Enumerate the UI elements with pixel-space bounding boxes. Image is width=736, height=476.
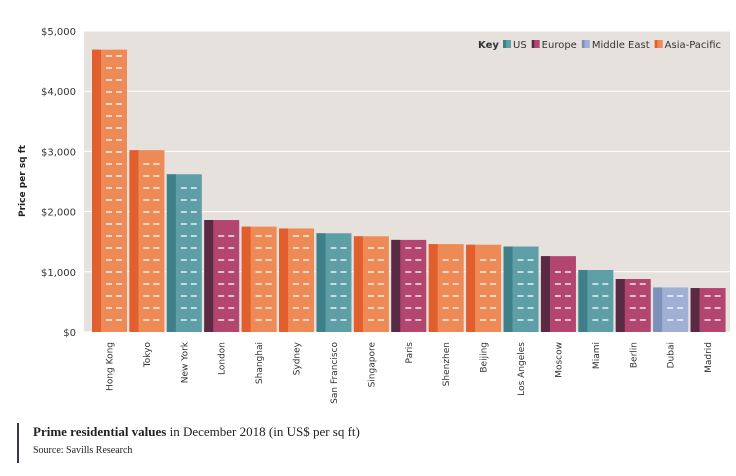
legend-item: US [503,40,527,51]
bar-edge [92,49,101,333]
bar-edge [578,269,588,332]
legend-item: Middle East [581,40,650,51]
bar-edge [279,228,289,332]
legend-label: Europe [542,40,577,51]
bar [466,244,502,332]
bar-edge [690,288,700,332]
bar [353,236,389,332]
bar [241,226,277,332]
bar-edge [204,220,214,332]
legend: Key US Europe Middle East Asia-Pacific [478,40,721,51]
bar-chart: $0 $1,000 $2,000 $3,000 $4,000 $5,000 Price p… [18,27,730,404]
y-tick-label: $1,000 [41,268,76,279]
category-label: Madrid [704,342,714,373]
category-label: San Francisco [330,342,340,404]
legend-swatch [584,40,590,48]
category-label: Dubai [667,342,677,368]
bar [503,246,539,332]
legend-item: Asia-Pacific [654,40,721,51]
bar-edge [391,239,401,332]
legend-swatch-edge [654,40,658,48]
category-label: Los Angeles [517,342,527,396]
category-label: Singapore [367,342,377,388]
legend-label: US [513,40,527,51]
figure-caption: Prime residential values in December 201… [17,423,360,463]
category-label: Berlin [629,342,639,368]
category-label: Paris [405,342,415,364]
bar-edge [503,246,513,332]
legend-label: Asia-Pacific [665,40,721,51]
legend-swatch [534,40,540,48]
category-label: London [218,342,228,375]
bar [428,244,464,332]
caption-title-bold: Prime residential values [33,424,167,439]
bars [92,49,726,333]
y-tick-label: $5,000 [41,27,76,38]
legend-swatch-edge [531,40,535,48]
caption-source: Source: Savills Research [33,445,133,456]
y-tick-label: $4,000 [41,87,76,98]
caption-title-rest: in December 2018 (in US$ per sq ft) [166,424,360,439]
legend-swatch-edge [503,40,506,48]
category-label: Hong Kong [106,342,116,391]
category-labels: Hong Kong Tokyo New York London Shanghai Sydn… [106,341,715,404]
bar-edge [353,236,363,332]
legend-item: Europe [531,40,577,51]
category-label: Miami [592,342,602,369]
legend-swatch [506,40,511,48]
bar-edge [166,174,176,332]
y-tick-labels: $0 $1,000 $2,000 $3,000 $4,000 $5,000 [41,27,76,339]
bar [204,220,240,332]
y-tick-label: $2,000 [41,208,76,219]
category-label: Shanghai [255,342,265,384]
bar [391,239,427,332]
category-label: Moscow [554,342,564,378]
bar-edge [653,287,663,332]
legend-label: Middle East [592,40,650,51]
bar [578,269,614,332]
bar [540,256,576,332]
bar [690,288,726,332]
bar-edge [466,244,476,332]
bar-edge [241,226,251,332]
category-label: Sydney [293,341,303,375]
bar-edge [428,244,438,332]
bar [279,228,315,332]
bar-edge [316,233,326,332]
y-axis-label: Price per sq ft [18,144,28,217]
y-tick-label: $0 [63,328,76,339]
bar [166,174,202,332]
bar [615,279,651,332]
category-label: Tokyo [143,342,153,369]
bar [316,233,352,332]
bar [653,287,689,332]
legend-swatch-edge [581,40,585,48]
category-label: Shenzhen [442,342,452,386]
category-label: New York [180,341,190,383]
category-label: Beijing [480,342,490,373]
legend-swatch [657,40,663,48]
bar [129,150,165,332]
bar [92,49,127,333]
y-tick-label: $3,000 [41,147,76,158]
bar-edge [615,279,625,332]
legend-key-label: Key [478,40,499,51]
caption-title: Prime residential values in December 201… [33,423,360,441]
bar-edge [540,256,550,332]
bar-edge [129,150,139,332]
